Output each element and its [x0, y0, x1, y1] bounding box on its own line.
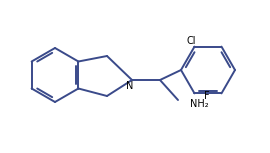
Text: Cl: Cl [187, 36, 196, 46]
Text: F: F [204, 91, 209, 101]
Text: NH₂: NH₂ [190, 99, 209, 109]
Text: N: N [126, 81, 134, 91]
